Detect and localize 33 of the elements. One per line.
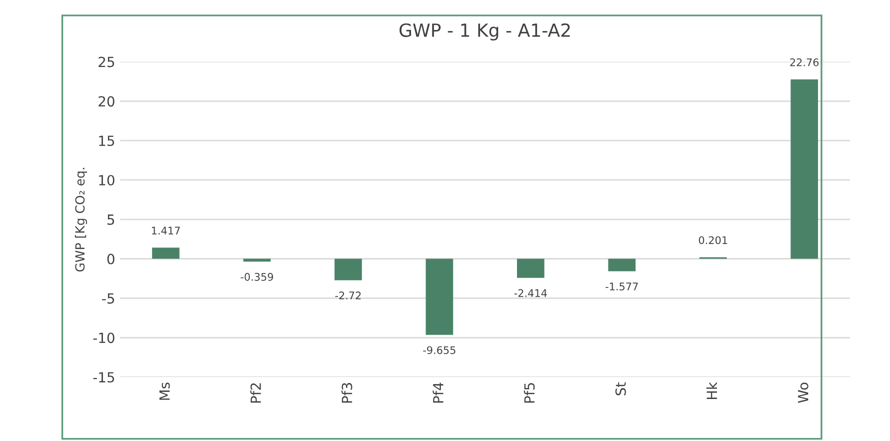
y-tick-label: 10 bbox=[99, 174, 114, 186]
data-label: -0.359 bbox=[240, 272, 274, 281]
data-label: -9.655 bbox=[423, 346, 456, 354]
y-axis-title: GWP [Kg CO₂ eq. bbox=[74, 168, 88, 272]
y-tick-label: 0 bbox=[107, 254, 114, 264]
data-label: 1.417 bbox=[152, 226, 180, 234]
data-label: 0.201 bbox=[698, 236, 728, 244]
y-tick-label: 25 bbox=[98, 56, 114, 68]
y-tick-label: 20 bbox=[98, 96, 114, 107]
data-label: -2.414 bbox=[514, 289, 547, 297]
y-tick-label: -10 bbox=[93, 332, 114, 344]
x-tick-label: Hk bbox=[706, 382, 717, 400]
x-tick-label: Pf2 bbox=[250, 383, 261, 403]
bar bbox=[152, 248, 180, 259]
data-label: -2.72 bbox=[335, 292, 361, 300]
bar bbox=[426, 258, 454, 335]
chart-title: GWP - 1 Kg - A1-A2 bbox=[400, 23, 570, 40]
data-label: 22.76 bbox=[790, 58, 819, 66]
bar bbox=[516, 258, 544, 278]
x-tick-label: Pf4 bbox=[432, 382, 444, 403]
x-tick-label: St bbox=[615, 382, 626, 396]
x-tick-label: Wo bbox=[798, 382, 808, 403]
data-label: -1.577 bbox=[606, 282, 638, 290]
y-tick-label: -15 bbox=[93, 372, 114, 383]
bar bbox=[334, 258, 362, 280]
y-tick-label: 15 bbox=[99, 136, 114, 146]
y-tick-label: -5 bbox=[102, 293, 114, 304]
y-tick-label: 5 bbox=[108, 214, 114, 225]
bar bbox=[608, 258, 636, 272]
x-tick-label: Pf3 bbox=[341, 383, 352, 403]
bar bbox=[790, 79, 818, 259]
x-tick-label: Ms bbox=[159, 382, 170, 400]
x-tick-label: Pf5 bbox=[524, 383, 535, 403]
